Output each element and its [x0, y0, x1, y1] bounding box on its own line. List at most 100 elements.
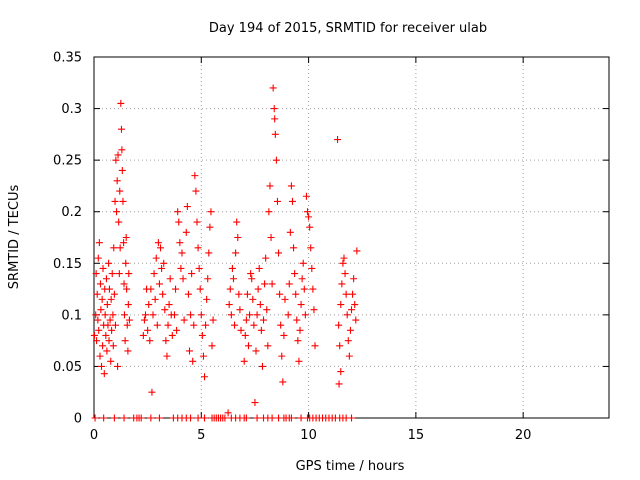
data-point: [264, 342, 272, 350]
data-point: [278, 352, 286, 360]
data-point: [99, 264, 107, 272]
y-tick-label: 0.1: [61, 308, 82, 323]
data-point: [268, 280, 276, 288]
data-point: [123, 285, 131, 293]
data-point: [151, 295, 159, 303]
data-point: [346, 326, 354, 334]
data-point: [166, 275, 174, 283]
data-point: [226, 285, 234, 293]
data-point: [108, 270, 116, 278]
data-point: [227, 311, 235, 319]
data-point: [269, 84, 277, 92]
data-point: [173, 326, 181, 334]
data-point: [309, 285, 317, 293]
data-point: [102, 275, 110, 283]
data-point: [102, 331, 110, 339]
data-point: [235, 290, 243, 298]
x-tick-label: 0: [90, 428, 98, 443]
y-tick-label: 0.05: [53, 360, 82, 375]
data-point: [205, 249, 213, 257]
data-point: [337, 301, 345, 309]
data-point: [285, 280, 293, 288]
data-point: [275, 249, 283, 257]
y-tick-label: 0.25: [53, 154, 82, 169]
data-point: [158, 264, 166, 272]
data-point: [191, 172, 199, 180]
data-point: [120, 311, 128, 319]
data-point: [146, 337, 154, 345]
data-point: [94, 254, 102, 262]
data-point: [276, 290, 284, 298]
data-point: [310, 306, 318, 314]
data-point: [348, 414, 355, 422]
data-point: [121, 337, 129, 345]
data-point: [268, 414, 276, 422]
data-point: [297, 414, 305, 422]
data-point: [344, 337, 352, 345]
data-point: [308, 264, 316, 272]
data-point: [168, 331, 176, 339]
data-point: [224, 409, 232, 417]
data-point: [237, 326, 245, 334]
data-point: [154, 239, 162, 247]
data-point: [106, 316, 114, 324]
data-point: [335, 380, 343, 388]
data-point: [162, 337, 170, 345]
data-point: [302, 192, 310, 200]
data-point: [140, 316, 148, 324]
data-point: [339, 259, 347, 267]
data-point: [147, 285, 155, 293]
data-point: [165, 301, 173, 309]
data-point: [157, 244, 165, 252]
data-point: [113, 177, 121, 185]
data-point: [277, 321, 285, 329]
data-point: [340, 254, 348, 262]
data-point: [273, 197, 281, 205]
data-point: [124, 347, 132, 355]
data-point: [99, 342, 107, 350]
x-tick-label: 10: [300, 428, 317, 443]
data-point: [251, 399, 259, 407]
data-point: [115, 270, 123, 278]
data-point: [150, 270, 158, 278]
data-point: [105, 259, 113, 267]
data-point: [94, 316, 102, 324]
data-point: [253, 414, 261, 422]
data-point: [233, 218, 241, 226]
data-point: [155, 414, 163, 422]
x-tick-label: 15: [408, 428, 425, 443]
data-point: [125, 316, 133, 324]
data-point: [258, 362, 266, 370]
data-point: [110, 244, 118, 252]
data-point: [279, 378, 287, 386]
data-point: [304, 208, 312, 216]
data-point: [120, 280, 128, 288]
data-point: [177, 264, 185, 272]
data-point: [145, 301, 153, 309]
data-point: [293, 316, 301, 324]
data-point: [185, 347, 193, 355]
data-point: [241, 331, 249, 339]
data-point: [172, 285, 180, 293]
data-point: [221, 414, 229, 422]
data-point: [159, 290, 167, 298]
data-point: [110, 414, 118, 422]
data-point: [122, 259, 130, 267]
data-point: [93, 290, 101, 298]
data-point: [353, 247, 361, 255]
data-point: [98, 295, 106, 303]
data-point: [248, 275, 256, 283]
data-point: [117, 125, 125, 133]
data-point: [286, 228, 294, 236]
data-point: [120, 414, 128, 422]
data-point: [280, 331, 288, 339]
data-point: [118, 146, 126, 154]
data-point: [125, 270, 133, 278]
data-point: [262, 254, 270, 262]
data-point: [122, 234, 130, 241]
data-point: [297, 301, 305, 309]
data-point: [114, 151, 122, 159]
data-point: [311, 342, 319, 350]
data-point: [155, 280, 163, 288]
data-point: [255, 264, 263, 272]
